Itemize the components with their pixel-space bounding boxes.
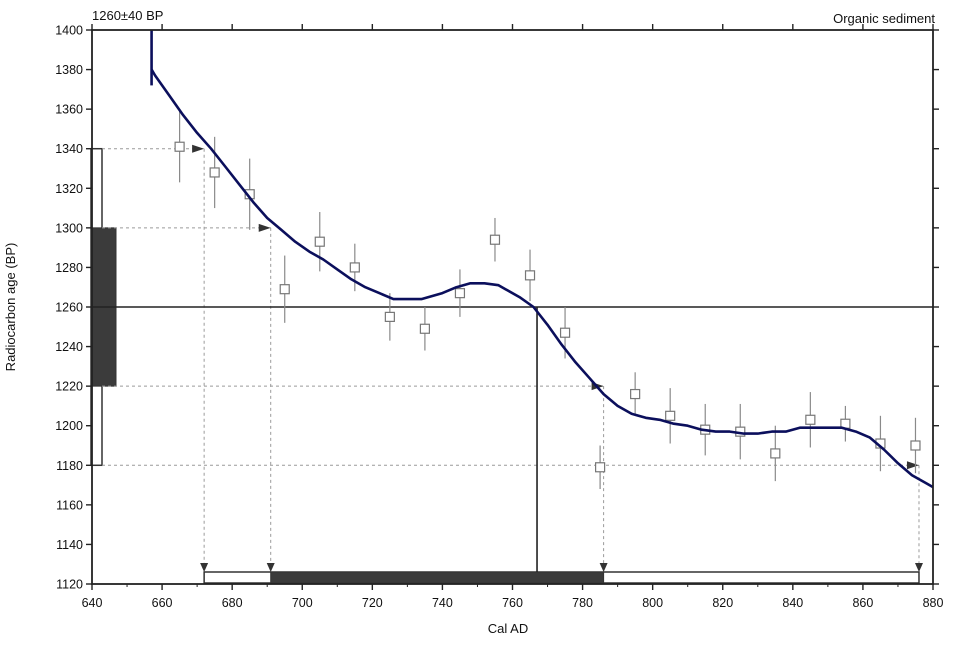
data-point-11 <box>559 327 571 338</box>
data-point-18 <box>805 414 816 425</box>
labels-layer: 640 660 680 700 720 740 760 780 800 820 840 860 880 1… <box>55 24 943 611</box>
y-tick-label-1160: 1160 <box>56 498 83 512</box>
sigma1-cal-bar <box>270 571 605 584</box>
x-tick-label-740: 740 <box>432 596 453 610</box>
y-tick-label-1360: 1360 <box>55 103 83 117</box>
data-point-12 <box>595 462 606 473</box>
x-axis-title: Cal AD <box>488 621 528 636</box>
x-tick-label-840: 840 <box>782 596 803 610</box>
x-tick-label-880: 880 <box>923 596 944 610</box>
data-point-6 <box>384 311 395 322</box>
guide-arrow-down-1 <box>266 563 275 572</box>
y-tick-label-1280: 1280 <box>55 261 83 275</box>
data-point-13 <box>630 388 641 400</box>
y-tick-label-1120: 1120 <box>56 578 83 592</box>
y-axis-title: Radiocarbon age (BP) <box>3 243 18 372</box>
chart-subtitle: Organic sediment <box>833 11 935 26</box>
data-point-5 <box>349 262 360 273</box>
y-tick-label-1180: 1180 <box>56 459 83 473</box>
data-point-4 <box>314 236 325 247</box>
guide-arrow-right-0 <box>192 144 205 153</box>
sigma-band-layer <box>90 147 920 584</box>
y-tick-label-1380: 1380 <box>55 63 83 77</box>
x-tick-label-660: 660 <box>152 596 173 610</box>
y-tick-label-1300: 1300 <box>55 221 83 235</box>
x-tick-label-760: 760 <box>502 596 523 610</box>
y-tick-label-1340: 1340 <box>55 142 83 156</box>
x-tick-label-860: 860 <box>852 596 873 610</box>
y-tick-label-1220: 1220 <box>55 380 83 394</box>
x-tick-label-640: 640 <box>82 596 103 610</box>
data-point-21 <box>910 440 921 451</box>
x-tick-label-700: 700 <box>292 596 313 610</box>
x-tick-label-780: 780 <box>572 596 593 610</box>
data-point-10 <box>524 270 536 281</box>
guide-arrow-down-3 <box>914 563 923 572</box>
data-point-3 <box>279 284 290 295</box>
y-tick-label-1140: 1140 <box>56 538 83 552</box>
data-point-0 <box>174 141 185 152</box>
guide-arrow-down-2 <box>599 563 608 572</box>
guide-arrow-down-0 <box>200 563 209 572</box>
chart-title: 1260±40 BP <box>92 8 163 23</box>
calibration-curve <box>150 68 934 489</box>
y-tick-label-1320: 1320 <box>55 182 83 196</box>
data-point-9 <box>489 234 501 245</box>
data-point-17 <box>770 448 781 459</box>
data-point-layer <box>174 111 921 490</box>
x-tick-label-720: 720 <box>362 596 383 610</box>
guide-arrow-right-3 <box>906 461 919 470</box>
guide-line-layer <box>92 144 933 572</box>
guide-arrow-right-1 <box>258 223 271 232</box>
axes-layer <box>86 24 939 590</box>
y-tick-label-1240: 1240 <box>55 340 83 354</box>
data-point-7 <box>419 323 430 334</box>
x-tick-label-800: 800 <box>642 596 663 610</box>
data-point-14 <box>665 410 676 421</box>
y-tick-label-1260: 1260 <box>55 301 83 315</box>
x-tick-label-820: 820 <box>712 596 733 610</box>
y-tick-label-1200: 1200 <box>55 419 83 433</box>
calibration-curve-layer <box>150 30 934 489</box>
y-tick-label-1400: 1400 <box>55 24 83 38</box>
x-tick-label-680: 680 <box>222 596 243 610</box>
data-point-8 <box>454 288 466 299</box>
data-point-1 <box>209 167 220 178</box>
